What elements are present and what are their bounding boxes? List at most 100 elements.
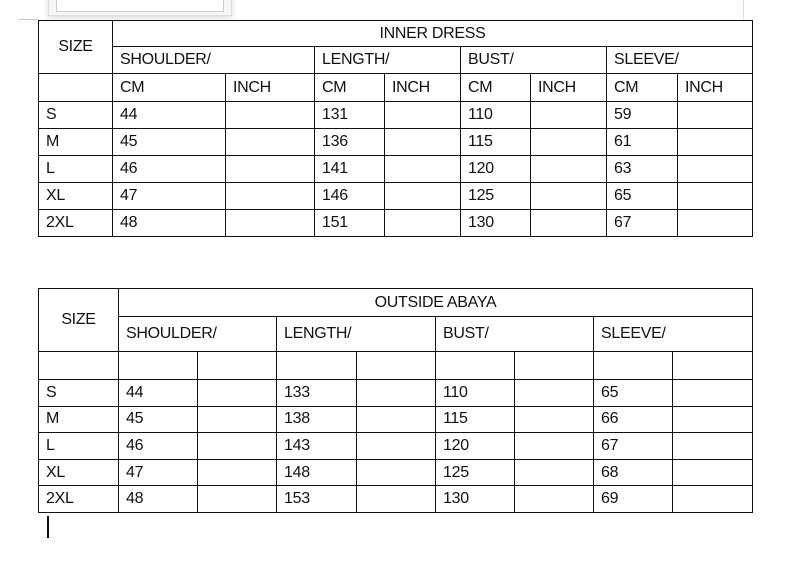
table-row: L 46 141 120 63 [38,155,754,183]
value-cell [384,155,461,183]
measure-header: BUST/ [435,316,594,352]
unit-header [435,351,515,380]
value-cell [356,432,436,460]
size-header: SIZE [38,20,113,74]
measure-header: SLEEVE/ [605,46,754,74]
table-row: M 45 138 115 66 [38,405,754,434]
table-row: S 44 133 110 65 [38,379,754,407]
measure-header: SHOULDER/ [112,46,315,74]
value-cell [514,485,594,513]
value-cell [225,209,315,237]
size-cell: S [38,379,119,407]
value-cell: 110 [460,101,531,129]
unit-header: CM [606,73,678,102]
value-cell [356,379,436,407]
measure-header: SHOULDER/ [118,316,277,352]
value-cell: 46 [118,432,198,460]
unit-header [356,351,436,380]
value-cell: 146 [314,182,385,210]
size-cell: L [38,155,113,183]
table-row: XL 47 146 125 65 [38,182,754,210]
table-title: OUTSIDE ABAYA [117,288,754,317]
value-cell [530,128,607,156]
value-cell: 63 [606,155,678,183]
value-cell: 61 [606,128,678,156]
measure-header: LENGTH/ [276,316,436,352]
value-cell [530,209,607,237]
value-cell [197,485,277,513]
measure-header: SLEEVE/ [592,316,754,352]
inner-dress-size-table: SIZE INNER DRESS SHOULDER/LENGTH/BUST/SLEE… [38,20,754,237]
value-cell [530,101,607,129]
value-cell: 138 [276,405,357,434]
value-cell [671,432,754,460]
table-row: XL 47 148 125 68 [38,458,754,487]
unit-header: INCH [676,73,754,102]
text-cursor [47,516,49,538]
size-cell: XL [38,182,113,210]
value-cell: 120 [435,432,515,460]
value-cell [356,485,436,513]
value-cell [676,155,754,183]
value-cell [384,182,461,210]
value-cell: 130 [435,485,515,513]
size-cell: 2XL [38,209,113,237]
unit-header [514,351,594,380]
value-cell: 68 [593,458,673,487]
value-cell [671,379,754,407]
value-cell: 136 [314,128,385,156]
value-cell: 66 [593,405,673,434]
value-cell [225,101,315,129]
value-cell [356,405,436,434]
table-row: S 44 131 110 59 [38,101,754,129]
measure-header: BUST/ [460,46,607,74]
empty-cell [38,351,119,380]
floating-window-field [56,0,224,12]
size-cell: XL [38,458,119,487]
unit-header [276,351,357,380]
value-cell: 131 [314,101,385,129]
table-row: M 45 136 115 61 [38,128,754,156]
value-cell: 47 [118,458,198,487]
value-cell: 141 [314,155,385,183]
outside-abaya-size-table: SIZE OUTSIDE ABAYA SHOULDER/LENGTH/BUST/SL… [38,288,754,513]
size-cell: M [38,405,119,434]
size-cell: S [38,101,113,129]
value-cell [530,155,607,183]
value-cell [676,128,754,156]
value-cell [514,405,594,434]
value-cell: 115 [435,405,515,434]
value-cell: 110 [435,379,515,407]
measure-header: LENGTH/ [314,46,461,74]
value-cell: 44 [112,101,226,129]
value-cell [671,485,754,513]
size-cell: L [38,432,119,460]
value-cell [197,405,277,434]
value-cell [530,182,607,210]
value-cell: 48 [112,209,226,237]
unit-header [593,351,673,380]
value-cell: 67 [606,209,678,237]
table-title: INNER DRESS [111,20,754,47]
value-cell [676,101,754,129]
unit-header [671,351,754,380]
value-cell: 143 [276,432,357,460]
value-cell: 65 [606,182,678,210]
value-cell: 45 [112,128,226,156]
value-cell [197,432,277,460]
value-cell [671,405,754,434]
size-cell: M [38,128,113,156]
value-cell [384,128,461,156]
unit-header [197,351,277,380]
value-cell [671,458,754,487]
unit-header: CM [460,73,531,102]
unit-header: CM [314,73,385,102]
value-cell: 125 [435,458,515,487]
unit-header: INCH [384,73,461,102]
value-cell [225,182,315,210]
margin-line [743,0,744,20]
floating-window [48,0,232,16]
unit-header: CM [112,73,226,102]
value-cell [514,379,594,407]
value-cell [514,432,594,460]
